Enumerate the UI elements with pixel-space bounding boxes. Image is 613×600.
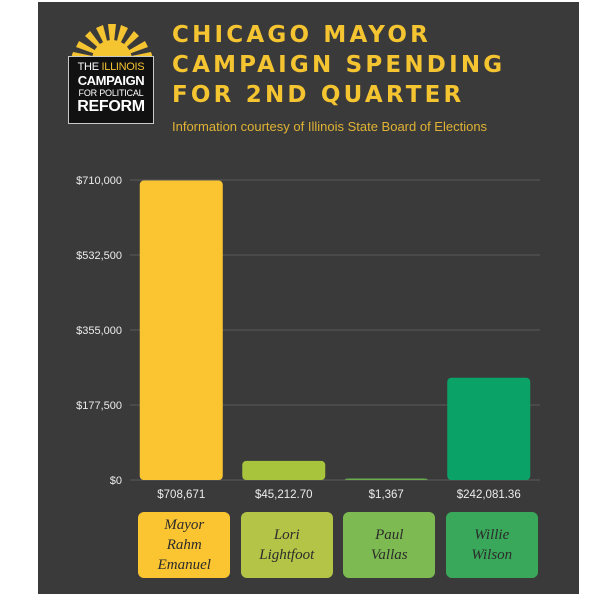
y-tick-label: $532,500	[76, 250, 122, 262]
logo-campaign: CAMPAIGN	[77, 73, 145, 88]
logo-text-box: THE ILLINOIS CAMPAIGN FOR POLITICAL REFO…	[68, 56, 154, 124]
y-tick-label: $0	[110, 475, 122, 487]
logo-the: THE	[77, 61, 102, 73]
y-tick-label: $710,000	[76, 175, 122, 187]
y-axis-ticks: $0 $177,500 $355,000 $532,500 $710,000	[76, 175, 122, 487]
y-tick-label: $355,000	[76, 325, 122, 337]
bars	[139, 180, 531, 480]
bar	[242, 460, 326, 480]
candidate-label: Willie Wilson	[445, 512, 538, 578]
bar-value-label: $1,367	[369, 489, 404, 501]
logo-illinois: ILLINOIS	[101, 61, 145, 73]
candidate-label: Paul Vallas	[343, 512, 436, 578]
icpr-logo: THE ILLINOIS CAMPAIGN FOR POLITICAL REFO…	[68, 20, 156, 128]
bar	[139, 180, 223, 480]
bar	[447, 377, 531, 480]
value-labels: $708,671 $45,212.70 $1,367 $242,081.36	[157, 489, 520, 501]
bar-value-label: $242,081.36	[457, 489, 521, 501]
title-line-3: FOR 2ND QUARTER	[172, 82, 465, 108]
chart-title: CHICAGO MAYOR CAMPAIGN SPENDING FOR 2ND …	[172, 20, 562, 110]
title-line-1: CHICAGO MAYOR	[172, 22, 431, 48]
title-line-2: CAMPAIGN SPENDING	[172, 52, 506, 78]
chart-subtitle: Information courtesy of Illinois State B…	[172, 119, 488, 134]
bar-value-label: $708,671	[157, 489, 205, 501]
logo-reform: REFORM	[77, 98, 145, 115]
bar-value-label: $45,212.70	[255, 489, 313, 501]
logo-for-political: FOR POLITICAL	[78, 88, 144, 98]
y-tick-label: $177,500	[76, 400, 122, 412]
candidate-label: Mayor Rahm Emanuel	[138, 512, 231, 578]
bar	[344, 478, 428, 480]
candidate-label: Lori Lightfoot	[240, 512, 333, 578]
